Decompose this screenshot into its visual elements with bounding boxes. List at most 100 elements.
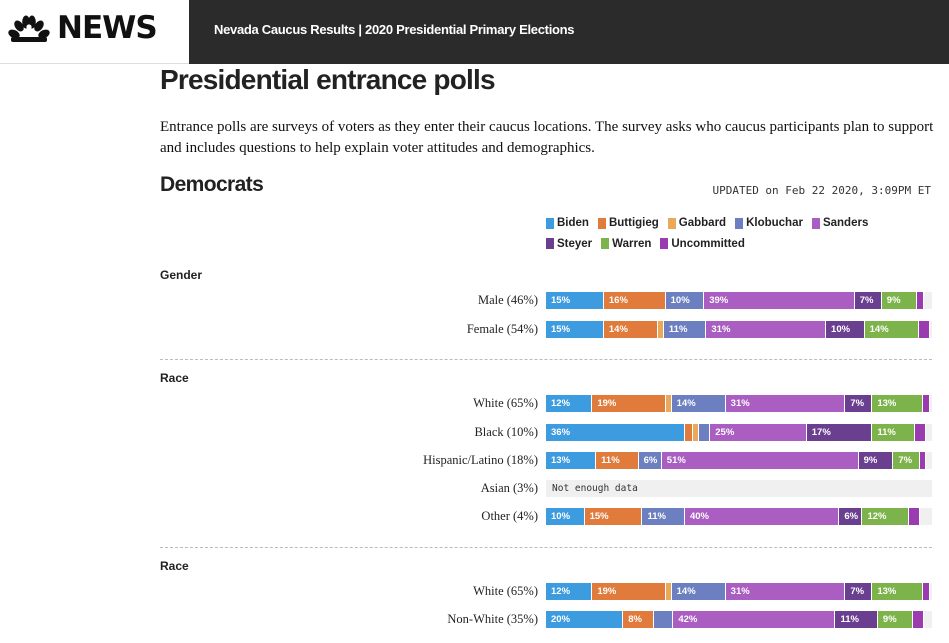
bar-segment-klobuchar[interactable]	[698, 424, 711, 441]
legend-item-warren: Warren	[601, 235, 651, 253]
bar-segment-biden[interactable]: 12%	[546, 583, 593, 600]
stacked-bar[interactable]: 20% 8% 42% 11% 9%	[546, 611, 932, 628]
legend-swatch-uncommitted	[660, 238, 669, 249]
bar-segment-warren[interactable]: 9%	[877, 611, 913, 628]
bar-segment-steyer[interactable]: 7%	[854, 292, 882, 309]
bar-segment-biden[interactable]: 15%	[546, 321, 604, 338]
bar-segment-uncommitted[interactable]	[916, 292, 925, 309]
page-title: Presidential entrance polls	[160, 64, 496, 95]
bar-segment-klobuchar[interactable]	[654, 611, 674, 628]
bar-segment-buttigieg[interactable]: 15%	[584, 508, 643, 525]
stacked-bar[interactable]: Not enough data	[546, 480, 932, 497]
legend-swatch-klobuchar	[735, 217, 744, 229]
bar-segment-klobuchar[interactable]: 6%	[638, 452, 662, 469]
stacked-bar[interactable]: 13% 11% 6% 51% 9% 7%	[546, 452, 932, 469]
bar-segment-klobuchar[interactable]: 14%	[671, 395, 726, 412]
bar-segment-sanders[interactable]: 39%	[704, 292, 855, 309]
legend-label: Buttigieg	[608, 217, 659, 229]
bar-segment-buttigieg[interactable]	[684, 424, 693, 441]
stacked-bar[interactable]: 15% 14% 11% 31% 10% 14%	[546, 321, 932, 338]
bar-segment-buttigieg[interactable]: 14%	[603, 321, 658, 338]
nbc-news-logo[interactable]: NEWS	[0, 0, 189, 64]
bar-segment-warren[interactable]: 13%	[872, 583, 923, 600]
bar-segment-sanders[interactable]: 25%	[710, 424, 807, 441]
bar-segment-biden[interactable]: 20%	[546, 611, 624, 628]
group-title: Race	[160, 371, 189, 385]
bar-segment-uncommitted[interactable]	[922, 583, 931, 600]
header-title[interactable]: Nevada Caucus Results | 2020 Presidentia…	[214, 22, 575, 37]
bar-segment-steyer[interactable]: 9%	[858, 452, 894, 469]
stacked-bar[interactable]: 10% 15% 11% 40% 6% 12%	[546, 508, 932, 525]
logo-text: NEWS	[57, 10, 158, 46]
legend-item-steyer: Steyer	[546, 235, 592, 253]
legend-swatch-sanders	[811, 217, 820, 229]
bar-segment-buttigieg[interactable]: 11%	[596, 452, 639, 469]
bar-segment-uncommitted[interactable]	[908, 508, 921, 525]
bar-segment-gabbard[interactable]	[657, 321, 664, 338]
bar-segment-warren[interactable]: 11%	[872, 424, 915, 441]
bar-segment-uncommitted[interactable]	[914, 424, 927, 441]
legend-item-buttigieg: Buttigieg	[597, 214, 659, 232]
group-title: Race	[160, 559, 189, 573]
stacked-bar[interactable]: 12% 19% 14% 31% 7% 13%	[546, 583, 932, 600]
bar-segment-buttigieg[interactable]: 19%	[592, 395, 666, 412]
bar-segment-gabbard[interactable]	[665, 395, 672, 412]
legend-label: Biden	[557, 217, 589, 229]
bar-segment-biden[interactable]: 10%	[546, 508, 585, 525]
bar-segment-steyer[interactable]: 7%	[845, 583, 873, 600]
bar-segment-sanders[interactable]: 40%	[684, 508, 840, 525]
peacock-icon	[8, 15, 50, 42]
bar-segment-sanders[interactable]: 31%	[725, 395, 846, 412]
bar-segment-warren[interactable]: 7%	[893, 452, 921, 469]
bar-segment-klobuchar[interactable]: 10%	[665, 292, 705, 309]
bar-segment-steyer[interactable]: 17%	[806, 424, 873, 441]
top-navbar: NEWS Nevada Caucus Results | 2020 Presid…	[0, 0, 949, 64]
row-label: Black (10%)	[474, 425, 538, 439]
row-label: Non-White (35%)	[447, 612, 538, 626]
legend-label: Sanders	[822, 217, 869, 229]
bar-segment-klobuchar[interactable]: 11%	[663, 321, 707, 338]
bar-segment-klobuchar[interactable]: 14%	[671, 583, 726, 600]
bar-segment-sanders[interactable]: 51%	[661, 452, 859, 469]
bar-segment-biden[interactable]: 13%	[546, 452, 597, 469]
row-label: Male (46%)	[477, 293, 538, 307]
row-label: Other (4%)	[481, 509, 538, 523]
bar-segment-steyer[interactable]: 6%	[839, 508, 863, 525]
legend-swatch-biden	[546, 217, 554, 229]
candidate-legend: Biden Buttigieg Gabbard Klobuchar Sanders Ste…	[546, 214, 906, 255]
bar-segment-biden[interactable]: 15%	[546, 292, 604, 309]
bar-segment-warren[interactable]: 12%	[862, 508, 909, 525]
bar-segment-warren[interactable]: 14%	[864, 321, 919, 338]
stacked-bar[interactable]: 36% 25% 17% 11%	[546, 424, 932, 441]
legend-label: Uncommitted	[671, 237, 745, 250]
bar-segment-steyer[interactable]: 11%	[835, 611, 878, 628]
bar-segment-sanders[interactable]: 31%	[725, 583, 846, 600]
bar-segment-sanders[interactable]: 42%	[673, 611, 836, 628]
row-label: Hispanic/Latino (18%)	[423, 453, 538, 467]
bar-segment-gabbard[interactable]	[665, 583, 672, 600]
bar-segment-buttigieg[interactable]: 8%	[623, 611, 655, 628]
bar-segment-steyer[interactable]: 7%	[845, 395, 873, 412]
stacked-bar[interactable]: 12% 19% 14% 31% 7% 13%	[546, 395, 932, 412]
bar-segment-buttigieg[interactable]: 16%	[603, 292, 666, 309]
bar-segment-buttigieg[interactable]: 19%	[592, 583, 666, 600]
legend-item-biden: Biden	[546, 214, 589, 232]
bar-segment-klobuchar[interactable]: 11%	[642, 508, 685, 525]
bar-segment-uncommitted[interactable]	[922, 395, 931, 412]
legend-label: Steyer	[557, 237, 593, 250]
bar-segment-warren[interactable]: 9%	[881, 292, 917, 309]
intro-paragraph: Entrance polls are surveys of voters as …	[160, 119, 934, 156]
bar-segment-uncommitted[interactable]	[912, 611, 925, 628]
row-label: White (65%)	[473, 584, 538, 598]
legend-label: Warren	[612, 237, 652, 250]
bar-segment-biden[interactable]: 36%	[546, 424, 685, 441]
bar-segment-gabbard[interactable]	[692, 424, 699, 441]
bar-segment-sanders[interactable]: 31%	[706, 321, 827, 338]
bar-segment-biden[interactable]: 12%	[546, 395, 593, 412]
bar-segment-uncommitted[interactable]	[918, 321, 931, 338]
stacked-bar[interactable]: 15% 16% 10% 39% 7% 9%	[546, 292, 932, 309]
bar-segment-warren[interactable]: 13%	[872, 395, 923, 412]
row-label: White (65%)	[473, 396, 538, 410]
bar-segment-steyer[interactable]: 10%	[826, 321, 865, 338]
bar-segment-uncommitted[interactable]	[920, 452, 927, 469]
